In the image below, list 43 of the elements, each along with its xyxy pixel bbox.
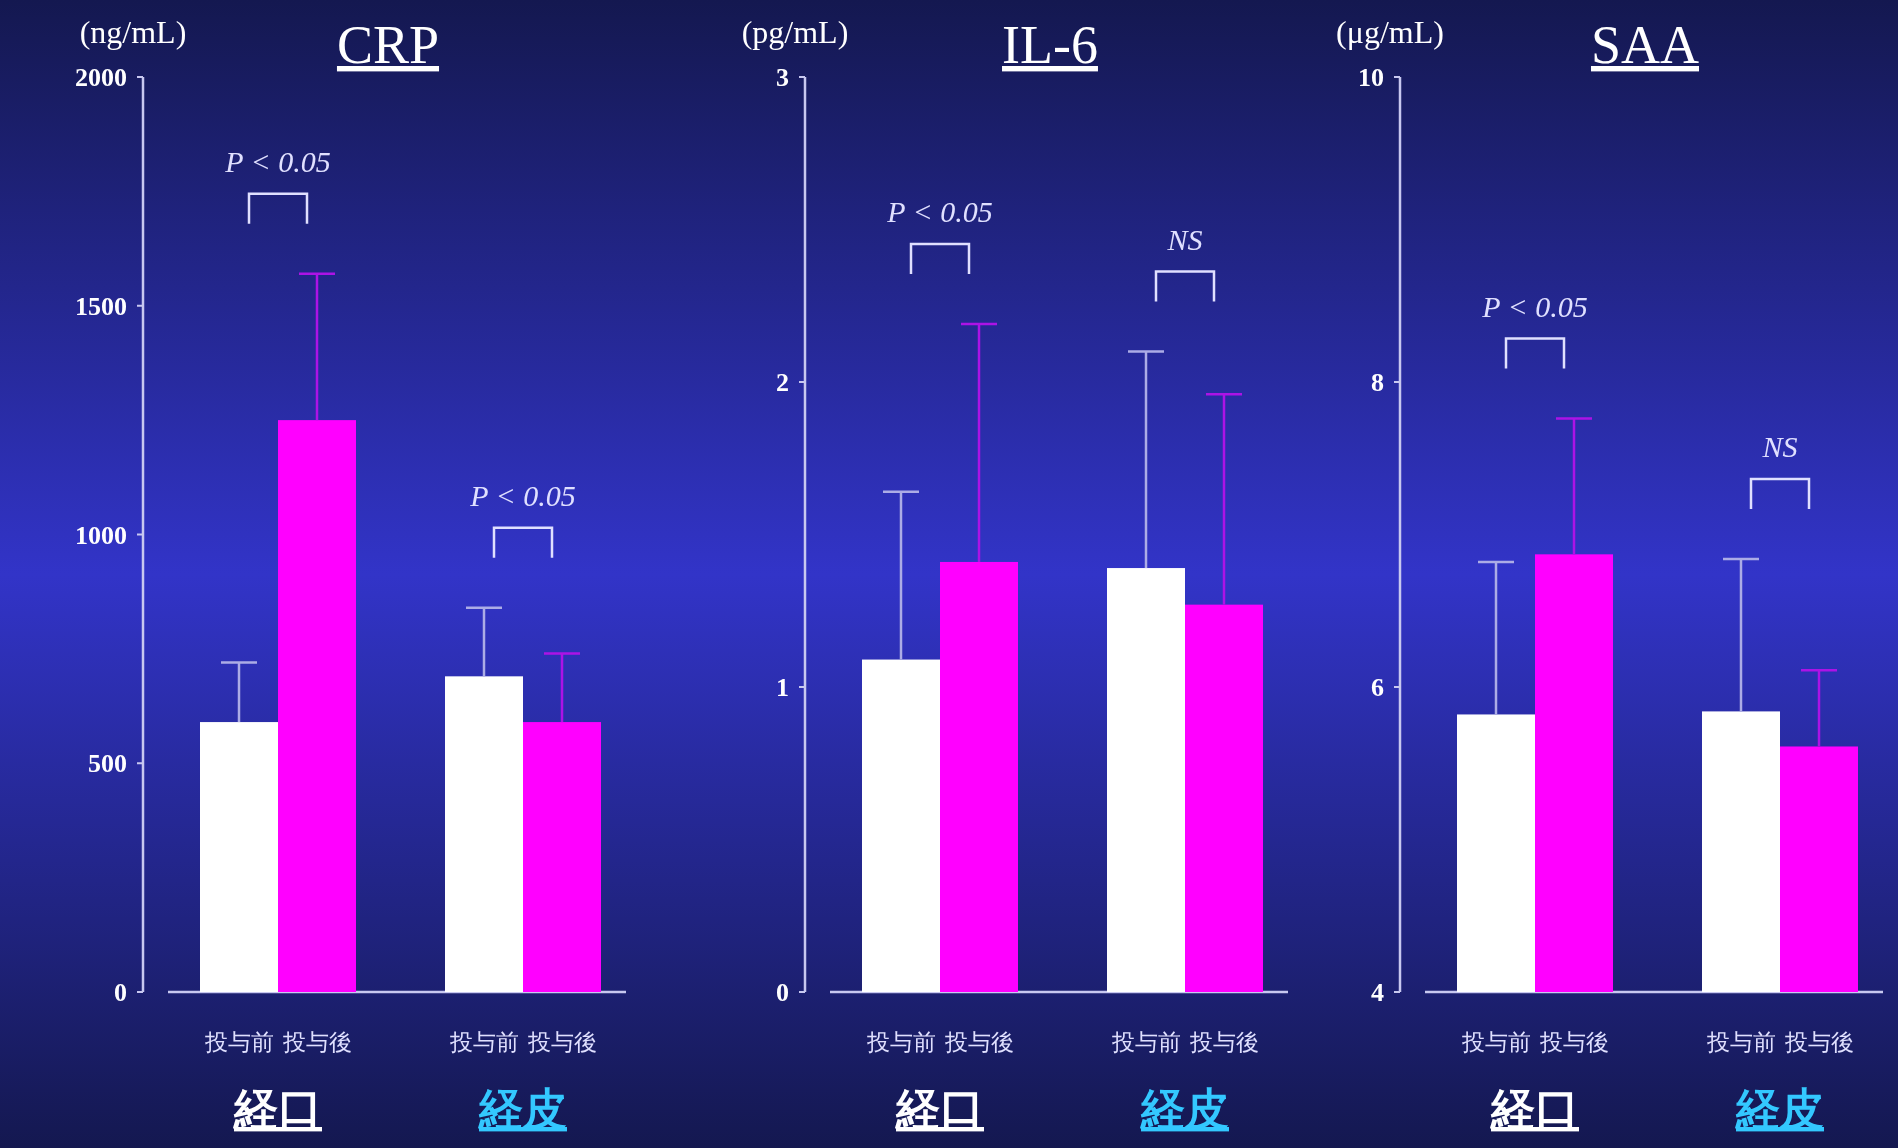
y-tick-label: 8 <box>1371 368 1384 398</box>
y-tick-label: 6 <box>1371 673 1384 703</box>
y-axis-title: (pg/mL) <box>741 14 849 50</box>
text: 経口 <box>1489 1083 1579 1134</box>
text: 経皮 <box>477 1083 567 1134</box>
chart-title: IL-6 <box>1002 15 1098 75</box>
y-tick-label: 2000 <box>75 63 127 93</box>
y-tick-label: 0 <box>114 978 127 1008</box>
x-tick-label: 投与後 <box>943 1029 1014 1055</box>
x-tick-label: 投与前 <box>865 1029 936 1055</box>
y-axis-title: (ng/mL) <box>79 14 187 50</box>
y-tick-label: 2 <box>776 368 789 398</box>
annotation: P < 0.05 <box>224 144 331 178</box>
text: 経皮 <box>1734 1083 1824 1134</box>
x-tick-label: 投与前 <box>1110 1029 1181 1055</box>
x-tick-label: 投与前 <box>1705 1029 1776 1055</box>
text: 経皮 <box>1139 1083 1229 1134</box>
chart-title: SAA <box>1590 15 1700 75</box>
annotation: NS <box>1166 222 1203 256</box>
annotation: P < 0.05 <box>469 478 576 512</box>
x-tick-label: 投与後 <box>281 1029 352 1055</box>
y-tick-label: 1 <box>776 673 789 703</box>
x-tick-label: 投与前 <box>203 1029 274 1055</box>
text: 経口 <box>232 1083 322 1134</box>
y-tick-label: 1500 <box>75 291 127 321</box>
x-tick-label: 投与前 <box>448 1029 519 1055</box>
y-tick-label: 3 <box>776 63 789 93</box>
y-tick-label: 500 <box>88 749 127 779</box>
x-tick-label: 投与前 <box>1460 1029 1531 1055</box>
y-tick-label: 0 <box>776 978 789 1008</box>
y-tick-label: 4 <box>1371 978 1384 1008</box>
chart-title: CRP <box>336 15 440 75</box>
annotation: NS <box>1761 429 1798 463</box>
x-tick-label: 投与後 <box>1783 1029 1854 1055</box>
y-axis-title: (μg/mL) <box>1336 14 1444 50</box>
y-tick-label: 10 <box>1358 63 1384 93</box>
annotation: P < 0.05 <box>886 195 993 229</box>
y-tick-label: 1000 <box>75 520 127 550</box>
annotation: P < 0.05 <box>1481 289 1588 323</box>
x-tick-label: 投与後 <box>1188 1029 1259 1055</box>
x-tick-label: 投与後 <box>526 1029 597 1055</box>
x-tick-label: 投与後 <box>1538 1029 1609 1055</box>
text: 経口 <box>894 1083 984 1134</box>
